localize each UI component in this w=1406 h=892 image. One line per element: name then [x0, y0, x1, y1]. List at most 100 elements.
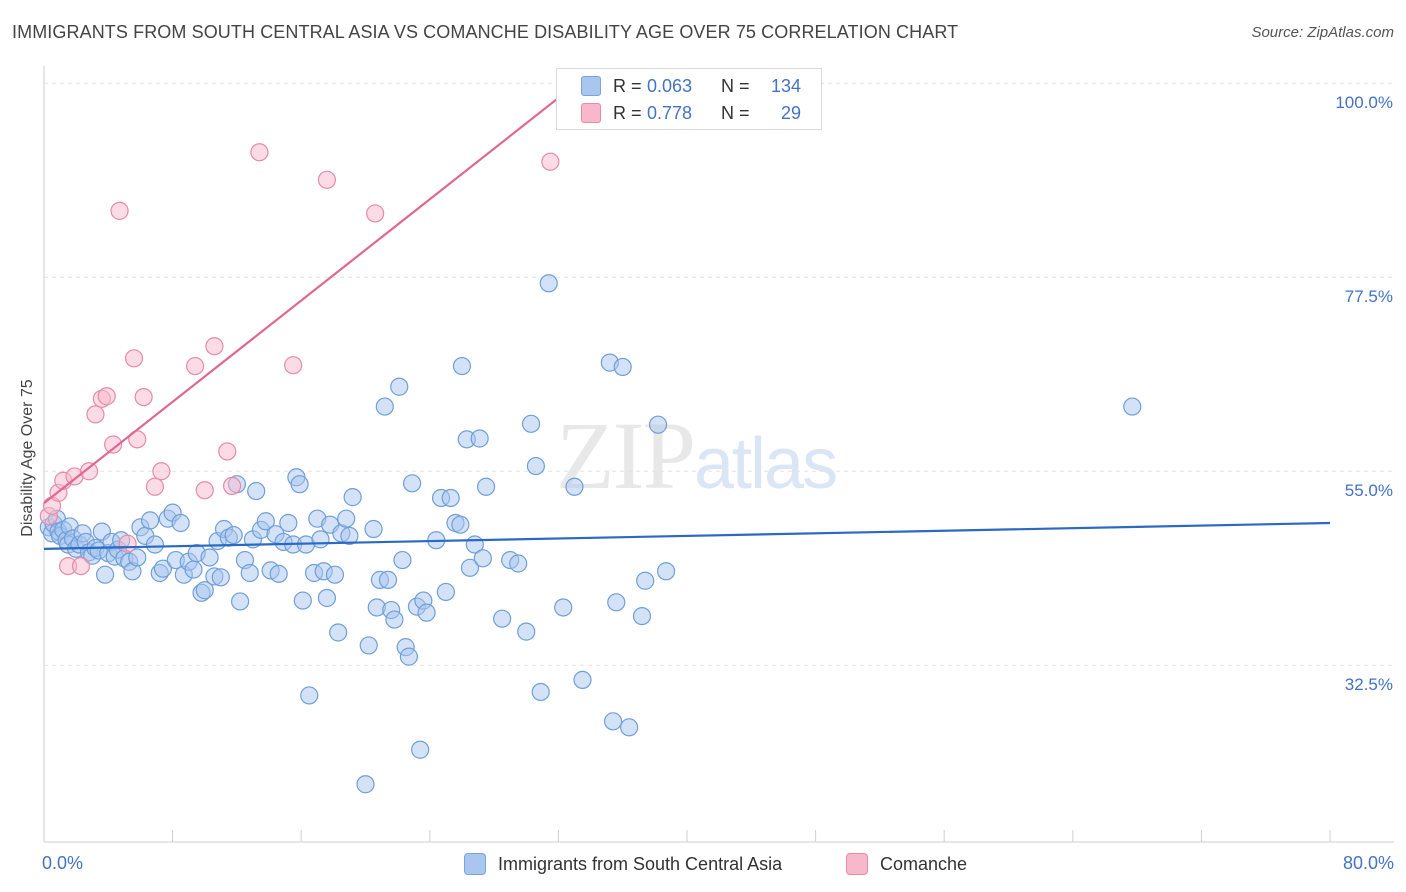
point-south-central-asia-99: [411, 740, 430, 759]
legend-n-value: 134: [770, 75, 801, 96]
point-south-central-asia-114: [476, 477, 496, 496]
legend-row-comanche: R = 0.778 N = 29: [581, 101, 801, 125]
point-comanche-8: [86, 405, 105, 424]
point-south-central-asia-124: [565, 477, 584, 496]
point-comanche-22: [218, 442, 237, 461]
chart-title: IMMIGRANTS FROM SOUTH CENTRAL ASIA VS CO…: [12, 22, 959, 42]
point-comanche-7: [79, 462, 99, 481]
point-south-central-asia-107: [451, 515, 470, 534]
point-comanche-28: [541, 152, 560, 171]
point-south-central-asia-131: [632, 606, 652, 626]
point-south-central-asia-117: [509, 554, 528, 573]
point-south-central-asia-81: [337, 509, 356, 528]
legend-r-value: 0.063: [647, 75, 693, 96]
legend-swatch-pink: [581, 103, 601, 123]
point-south-central-asia-119: [521, 414, 541, 433]
point-south-central-asia-68: [290, 475, 309, 494]
point-south-central-asia-104: [436, 582, 455, 602]
point-south-central-asia-85: [359, 636, 378, 655]
source-credit: Source: ZipAtlas.com: [1251, 24, 1394, 41]
point-south-central-asia-134: [657, 562, 676, 581]
watermark-atlas: atlas: [694, 424, 838, 504]
point-south-central-asia-105: [441, 488, 460, 508]
point-south-central-asia-42: [184, 560, 203, 579]
point-south-central-asia-130: [620, 718, 639, 737]
trend-line-south-central-asia: [43, 521, 1331, 550]
point-comanche-24: [250, 143, 269, 162]
point-south-central-asia-60: [256, 512, 275, 531]
point-south-central-asia-121: [531, 682, 550, 702]
point-south-central-asia-92: [385, 610, 404, 629]
point-south-central-asia-118: [517, 622, 536, 641]
point-south-central-asia-39: [171, 513, 190, 533]
point-south-central-asia-74: [311, 530, 330, 549]
legend-n-value: 29: [780, 102, 801, 123]
point-south-central-asia-128: [607, 593, 626, 612]
point-comanche-16: [134, 387, 153, 407]
point-south-central-asia-122: [539, 274, 558, 293]
axes: [43, 66, 1394, 843]
point-south-central-asia-76: [317, 588, 337, 608]
point-south-central-asia-93: [390, 377, 409, 396]
legend-n-label: N =: [721, 75, 750, 96]
point-south-central-asia-135: [1123, 397, 1142, 416]
point-south-central-asia-115: [493, 609, 512, 628]
point-south-central-asia-108: [452, 356, 472, 376]
bottom-legend-label: Immigrants from South Central Asia: [498, 853, 783, 874]
point-south-central-asia-33: [145, 535, 165, 554]
point-south-central-asia-90: [378, 570, 398, 589]
point-south-central-asia-82: [340, 526, 359, 546]
legend-n-label: N =: [721, 102, 750, 123]
point-comanche-27: [366, 204, 385, 223]
point-south-central-asia-35: [153, 559, 173, 578]
data-points: [39, 143, 1142, 794]
bottom-legend-label: Comanche: [880, 853, 968, 874]
point-comanche-13: [118, 534, 137, 553]
point-comanche-12: [110, 201, 129, 220]
point-comanche-20: [195, 481, 214, 500]
point-south-central-asia-46: [200, 548, 219, 567]
point-comanche-10: [97, 387, 116, 406]
point-comanche-18: [152, 462, 171, 481]
point-comanche-11: [104, 435, 123, 454]
point-south-central-asia-110: [460, 558, 480, 577]
point-south-central-asia-96: [399, 647, 419, 666]
trend-line-comanche: [43, 78, 584, 505]
point-comanche-26: [317, 170, 337, 189]
tick-labels: 32.5% 55.0% 77.5% 100.0%: [1335, 93, 1393, 694]
point-south-central-asia-32: [140, 511, 160, 530]
bottom-legend-swatch-pink: [846, 853, 868, 875]
y-tick-label-3: 100.0%: [1335, 93, 1393, 112]
bottom-legend-item-comanche: Comanche: [846, 852, 967, 876]
y-tick-label-0: 32.5%: [1345, 675, 1393, 694]
point-south-central-asia-132: [636, 571, 655, 590]
point-south-central-asia-69: [293, 591, 312, 610]
point-comanche-14: [124, 349, 144, 368]
point-comanche-23: [222, 476, 242, 496]
trend-lines: [43, 78, 1331, 550]
point-south-central-asia-65: [279, 513, 298, 533]
point-comanche-21: [205, 337, 224, 356]
point-south-central-asia-84: [356, 775, 375, 794]
point-south-central-asia-58: [247, 481, 266, 501]
point-south-central-asia-56: [240, 563, 259, 583]
point-south-central-asia-89: [375, 397, 394, 416]
point-comanche-19: [186, 356, 205, 376]
y-tick-label-1: 55.0%: [1345, 481, 1393, 500]
correlation-legend: R = 0.063 N = 134 R = 0.778 N = 29: [556, 68, 822, 130]
point-south-central-asia-45: [195, 581, 214, 600]
point-south-central-asia-129: [613, 357, 632, 377]
point-south-central-asia-20: [95, 565, 115, 584]
point-south-central-asia-112: [470, 429, 489, 448]
bottom-legend-swatch-blue: [464, 853, 486, 875]
point-south-central-asia-125: [573, 670, 592, 690]
point-south-central-asia-71: [300, 686, 319, 705]
point-comanche-17: [145, 477, 165, 496]
legend-r-label: R =: [613, 102, 642, 123]
legend-r-value: 0.778: [647, 102, 693, 123]
point-south-central-asia-86: [364, 519, 383, 539]
point-south-central-asia-127: [603, 712, 623, 731]
x-tick-min: 0.0%: [42, 853, 84, 873]
point-comanche-6: [71, 556, 91, 576]
legend-r-label: R =: [613, 75, 642, 96]
